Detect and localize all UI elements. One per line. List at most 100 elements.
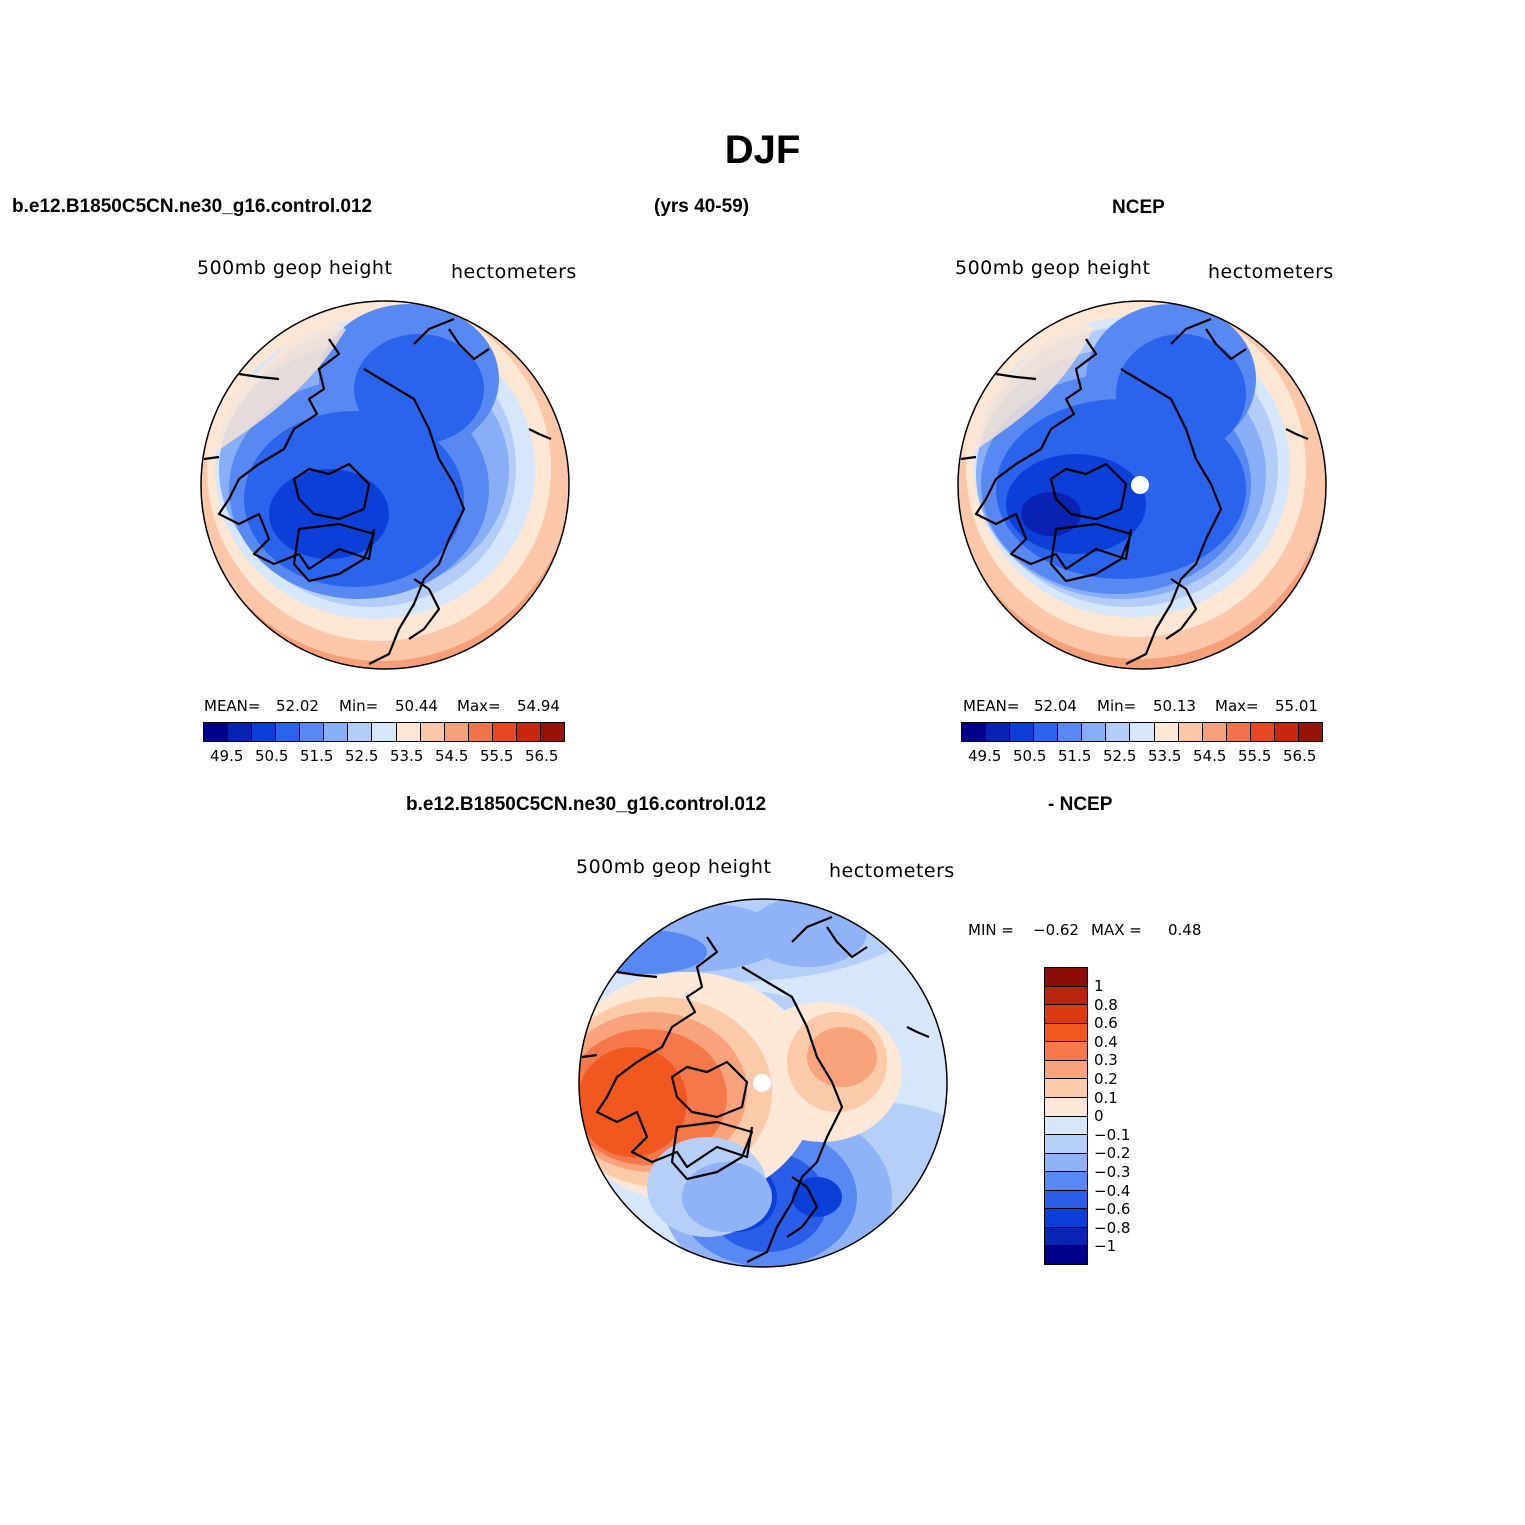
model-max-value: 54.94: [517, 697, 560, 715]
colorbar-tick-label: 0.1: [1094, 1088, 1118, 1107]
colorbar-swatch: [276, 723, 301, 741]
colorbar-swatch: [1045, 1190, 1087, 1210]
years-label: (yrs 40-59): [654, 196, 750, 217]
colorbar-swatch: [348, 723, 373, 741]
colorbar-tick-label: 49.5: [210, 747, 244, 765]
diff-colorbar: [1044, 967, 1088, 1265]
colorbar-swatch: [1045, 1116, 1087, 1136]
colorbar-tick-label: 0.2: [1094, 1070, 1118, 1088]
model-variable-label: 500mb geop height: [197, 257, 393, 279]
colorbar-swatch: [204, 723, 229, 741]
model-min-value: 50.44: [395, 697, 438, 715]
colorbar-swatch: [1178, 723, 1203, 741]
colorbar-swatch: [324, 723, 349, 741]
diff-max-value: 0.48: [1168, 921, 1202, 939]
colorbar-swatch: [1045, 1135, 1087, 1154]
colorbar-swatch: [962, 723, 987, 741]
colorbar-swatch: [420, 723, 445, 741]
colorbar-swatch: [300, 723, 325, 741]
colorbar-tick-label: 52.5: [1103, 747, 1137, 765]
colorbar-swatch: [1130, 723, 1155, 741]
figure-title: DJF: [724, 128, 801, 172]
colorbar-swatch: [1058, 723, 1083, 741]
colorbar-swatch: [1010, 723, 1035, 741]
obs-name: NCEP: [1112, 197, 1165, 218]
model-max-label: Max=: [457, 697, 501, 715]
colorbar-tick-label: 51.5: [300, 747, 334, 765]
colorbar-swatch: [252, 723, 277, 741]
colorbar-swatch: [444, 723, 469, 741]
colorbar-swatch: [1045, 1023, 1087, 1043]
colorbar-tick-label: 50.5: [1013, 747, 1047, 765]
colorbar-tick-label: −0.2: [1094, 1144, 1131, 1163]
case-name: b.e12.B1850C5CN.ne30_g16.control.012: [12, 196, 373, 217]
colorbar-swatch: [1106, 723, 1131, 741]
colorbar-swatch: [1226, 723, 1251, 741]
colorbar-tick-label: 49.5: [968, 747, 1002, 765]
colorbar-tick-label: 0: [1094, 1107, 1104, 1126]
diff-obs-name: - NCEP: [1048, 794, 1113, 815]
colorbar-swatch: [1045, 986, 1087, 1006]
colorbar-tick-label: 0.6: [1094, 1014, 1118, 1033]
colorbar-tick-label: −0.3: [1094, 1163, 1131, 1181]
colorbar-tick-label: 0.4: [1094, 1032, 1118, 1051]
colorbar-swatch: [1082, 723, 1107, 741]
diff-variable-label: 500mb geop height: [576, 856, 772, 878]
diff-min-value: −0.62: [1033, 921, 1079, 939]
colorbar-swatch: [1250, 723, 1275, 741]
colorbar-swatch: [228, 723, 253, 741]
colorbar-swatch: [468, 723, 493, 741]
colorbar-swatch: [1154, 723, 1179, 741]
colorbar-swatch: [516, 723, 541, 741]
colorbar-swatch: [1274, 723, 1299, 741]
obs-min-value: 50.13: [1153, 697, 1196, 715]
model-mean-label: MEAN=: [204, 697, 261, 715]
colorbar-tick-label: 53.5: [390, 747, 424, 765]
colorbar-swatch: [540, 723, 564, 741]
colorbar-tick-label: 1: [1094, 977, 1104, 995]
colorbar-swatch: [1045, 1097, 1087, 1117]
diff-units-label: hectometers: [829, 860, 955, 882]
colorbar-swatch: [492, 723, 517, 741]
colorbar-swatch: [1298, 723, 1322, 741]
diff-min-label: MIN =: [968, 921, 1014, 939]
colorbar-tick-label: 0.3: [1094, 1051, 1118, 1070]
model-mean-value: 52.02: [276, 697, 319, 715]
colorbar-swatch: [986, 723, 1011, 741]
colorbar-swatch: [1045, 1005, 1087, 1024]
model-min-label: Min=: [339, 697, 379, 715]
obs-polar-map: [957, 300, 1327, 670]
colorbar-swatch: [1045, 1079, 1087, 1098]
colorbar-swatch: [1045, 1153, 1087, 1173]
colorbar-tick-label: 55.5: [480, 747, 514, 765]
diff-max-label: MAX =: [1091, 921, 1142, 939]
obs-colorbar: [961, 722, 1323, 742]
colorbar-swatch: [372, 723, 397, 741]
colorbar-tick-label: 55.5: [1238, 747, 1272, 765]
model-polar-map: [200, 300, 570, 670]
colorbar-swatch: [396, 723, 421, 741]
model-colorbar: [203, 722, 565, 742]
colorbar-swatch: [1045, 1246, 1087, 1264]
obs-mean-label: MEAN=: [963, 697, 1020, 715]
colorbar-swatch: [1202, 723, 1227, 741]
colorbar-tick-label: −0.1: [1094, 1125, 1131, 1144]
colorbar-tick-label: 51.5: [1058, 747, 1092, 765]
colorbar-tick-label: 54.5: [1193, 747, 1227, 765]
obs-variable-label: 500mb geop height: [955, 257, 1151, 279]
colorbar-tick-label: 54.5: [435, 747, 469, 765]
colorbar-tick-label: −0.8: [1094, 1218, 1131, 1237]
colorbar-tick-label: 50.5: [255, 747, 289, 765]
colorbar-swatch: [1045, 1042, 1087, 1061]
colorbar-tick-label: 53.5: [1148, 747, 1182, 765]
colorbar-swatch: [1034, 723, 1059, 741]
colorbar-tick-label: 56.5: [525, 747, 559, 765]
colorbar-swatch: [1045, 1060, 1087, 1080]
colorbar-tick-label: −0.6: [1094, 1200, 1131, 1219]
colorbar-swatch: [1045, 1209, 1087, 1228]
colorbar-tick-label: 0.8: [1094, 995, 1118, 1014]
obs-max-label: Max=: [1215, 697, 1259, 715]
obs-max-value: 55.01: [1275, 697, 1318, 715]
diff-polar-map: [578, 898, 948, 1268]
colorbar-swatch: [1045, 1172, 1087, 1191]
